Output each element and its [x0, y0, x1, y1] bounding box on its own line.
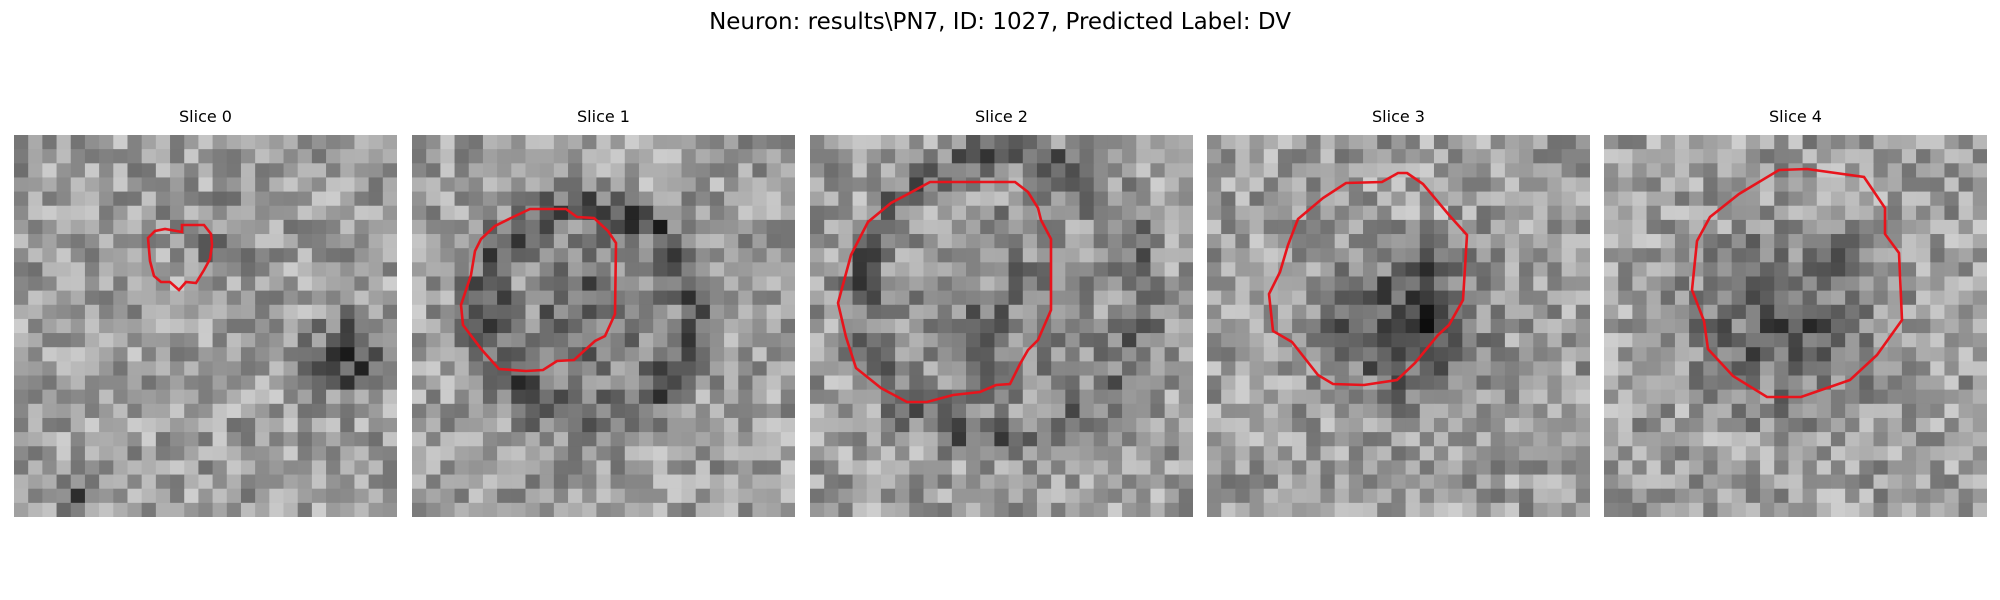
slice-title: Slice 1 [577, 107, 630, 126]
slice-image-0 [14, 135, 397, 517]
grayscale-pixel-grid [412, 135, 795, 517]
figure-title: Neuron: results\PN7, ID: 1027, Predicted… [709, 9, 1291, 35]
slice-image-3 [1207, 135, 1590, 517]
slice-title: Slice 2 [975, 107, 1028, 126]
neuron-contour [459, 207, 618, 373]
neuron-contour [1690, 167, 1904, 399]
slice-image-1 [412, 135, 795, 517]
slice-title: Slice 4 [1769, 107, 1822, 126]
neuron-contour [1267, 171, 1469, 387]
slice-image-4 [1604, 135, 1987, 517]
neuron-contour [836, 180, 1053, 404]
grayscale-pixel-grid [1604, 135, 1987, 517]
grayscale-pixel-grid [14, 135, 397, 517]
grayscale-pixel-grid [810, 135, 1193, 517]
neuron-contour [146, 223, 214, 292]
slice-title: Slice 3 [1372, 107, 1425, 126]
grayscale-pixel-grid [1207, 135, 1590, 517]
slice-title: Slice 0 [179, 107, 232, 126]
slice-image-2 [810, 135, 1193, 517]
